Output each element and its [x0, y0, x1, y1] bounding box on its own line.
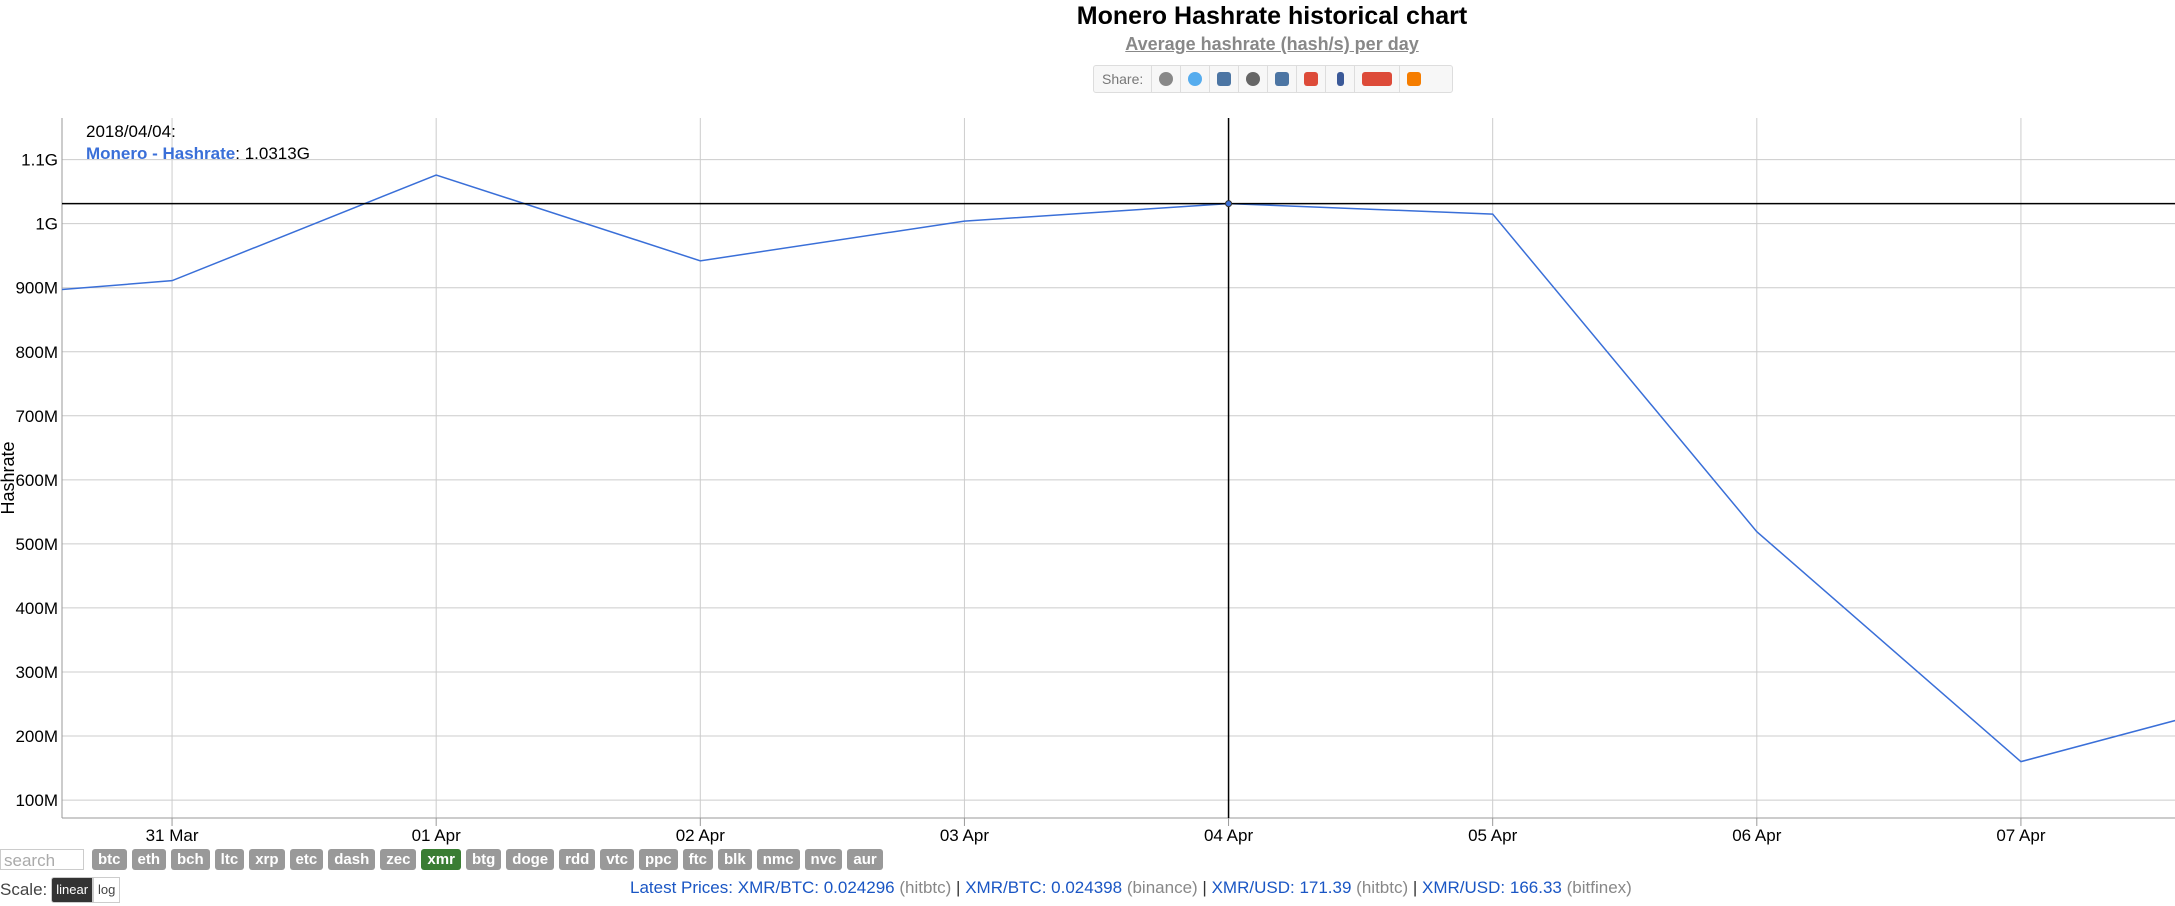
prices-label: Latest Prices:: [630, 878, 733, 897]
share-label: Share:: [1094, 66, 1153, 92]
latest-prices: Latest Prices: XMR/BTC: 0.024296 (hitbtc…: [630, 878, 1632, 898]
x-tick-label: 03 Apr: [940, 826, 989, 845]
price-source: (bitfinex): [1566, 878, 1632, 897]
y-tick-label: 200M: [15, 727, 58, 746]
y-tick-label: 800M: [15, 343, 58, 362]
x-tick-label: 06 Apr: [1732, 826, 1781, 845]
coin-button[interactable]: aur: [847, 849, 883, 870]
coin-button[interactable]: ftc: [682, 849, 713, 870]
share-vk[interactable]: [1210, 66, 1240, 92]
share-plusone[interactable]: [1355, 66, 1401, 92]
share-gplus[interactable]: [1297, 66, 1327, 92]
coin-button[interactable]: nmc: [756, 849, 800, 870]
y-tick-label: 100M: [15, 791, 58, 810]
grid: [61, 118, 2175, 826]
x-tick-label: 31 Mar: [146, 826, 199, 845]
price-pair: XMR/USD:: [1211, 878, 1295, 897]
coin-button[interactable]: btc: [92, 849, 127, 870]
plot: [62, 118, 2175, 818]
x-tick-label: 02 Apr: [676, 826, 725, 845]
scale-linear[interactable]: linear: [51, 877, 94, 903]
price-value: 166.33: [1509, 878, 1562, 897]
y-axis-label: Hashrate: [0, 441, 18, 514]
share-bar: Share:: [1093, 65, 1453, 93]
price-separator: |: [1202, 878, 1207, 897]
share-blogger[interactable]: [1400, 66, 1428, 92]
price-separator: |: [1412, 878, 1418, 897]
x-tick-label: 07 Apr: [1996, 826, 2045, 845]
coin-button[interactable]: doge: [506, 849, 555, 870]
share-reddit[interactable]: [1152, 66, 1182, 92]
coin-button[interactable]: bch: [171, 849, 210, 870]
series-line: [62, 174, 2175, 763]
y-tick-label: 900M: [15, 279, 58, 298]
share-weibo[interactable]: [1239, 66, 1269, 92]
price-separator: |: [956, 878, 961, 897]
price-source: (hitbtc): [1356, 878, 1409, 897]
price-source: (binance): [1126, 878, 1198, 897]
y-tick-label: 400M: [15, 599, 58, 618]
price-pair: XMR/BTC:: [737, 878, 819, 897]
share-like[interactable]: [1268, 66, 1298, 92]
y-tick-label: 1G: [35, 215, 58, 234]
share-twitter[interactable]: [1181, 66, 1211, 92]
coin-button[interactable]: rdd: [559, 849, 596, 870]
share-facebook[interactable]: [1326, 66, 1356, 92]
tooltip-label: Monero - Hashrate: [86, 144, 235, 163]
price-pair: XMR/BTC:: [965, 878, 1047, 897]
price-value: 171.39: [1299, 878, 1352, 897]
coin-button[interactable]: nvc: [804, 849, 843, 870]
y-tick-label: 500M: [15, 535, 58, 554]
coin-button[interactable]: vtc: [600, 849, 634, 870]
scale-control: Scale: linear log: [0, 877, 121, 903]
coin-button[interactable]: xrp: [249, 849, 285, 870]
coin-list: btc eth bch ltc xrp etc dash zec xmr btg doge rdd vt…: [92, 849, 883, 870]
coin-button[interactable]: zec: [380, 849, 417, 870]
price-pair: XMR/USD:: [1422, 878, 1506, 897]
scale-log[interactable]: log: [93, 877, 121, 903]
y-tick-label: 600M: [15, 471, 58, 490]
coin-button[interactable]: xmr: [421, 849, 461, 870]
chart-subtitle: Average hashrate (hash/s) per day: [1125, 34, 1419, 54]
search-box[interactable]: search: [0, 849, 84, 870]
y-tick-label: 300M: [15, 663, 58, 682]
x-tick-label: 05 Apr: [1468, 826, 1517, 845]
chart-title: Monero Hashrate historical chart: [1076, 2, 1468, 30]
tooltip-value: : 1.0313G: [235, 144, 310, 163]
coin-button[interactable]: etc: [289, 849, 324, 870]
price-source: (hitbtc): [899, 878, 952, 897]
price-value: 0.024296: [823, 878, 895, 897]
coin-button[interactable]: ltc: [214, 849, 245, 870]
y-tick-label: 700M: [15, 407, 58, 426]
tooltip-title: 2018/04/04:: [86, 122, 176, 141]
labels: 100M 200M 300M 400M 500M 600M 700M 800M 900M 1G 1.…: [15, 151, 2045, 845]
coin-button[interactable]: btg: [465, 849, 502, 870]
tooltip-line: Monero - Hashrate: 1.0313G: [86, 144, 310, 163]
y-tick-label: 1.1G: [21, 151, 58, 170]
hover-point: [1225, 200, 1233, 208]
x-tick-label: 01 Apr: [412, 826, 461, 845]
coin-button[interactable]: ppc: [638, 849, 678, 870]
x-tick-label: 04 Apr: [1204, 826, 1253, 845]
coin-button[interactable]: eth: [131, 849, 166, 870]
price-value: 0.024398: [1051, 878, 1123, 897]
scale-label: Scale:: [0, 880, 48, 899]
coin-button[interactable]: blk: [718, 849, 752, 870]
coin-button[interactable]: dash: [328, 849, 376, 870]
